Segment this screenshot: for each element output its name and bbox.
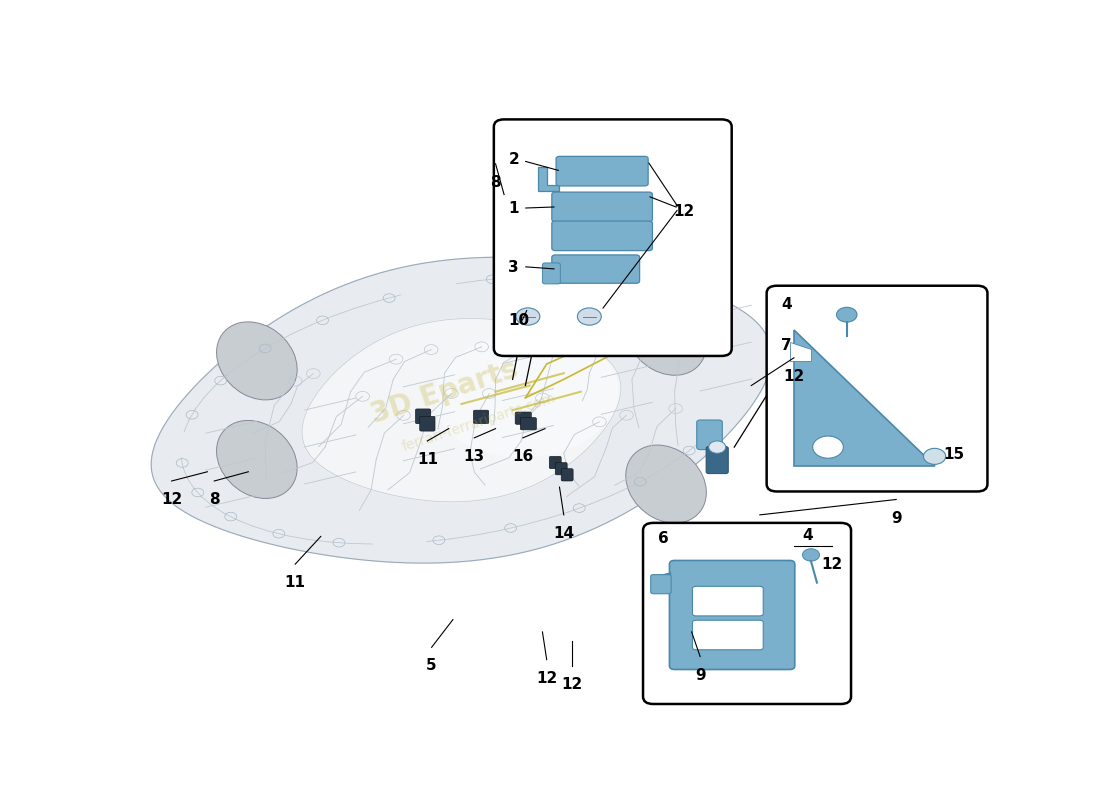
Text: 13: 13	[464, 449, 485, 464]
FancyBboxPatch shape	[515, 412, 531, 424]
FancyBboxPatch shape	[644, 523, 851, 704]
Text: 9: 9	[695, 668, 705, 682]
FancyBboxPatch shape	[549, 456, 561, 469]
FancyBboxPatch shape	[520, 418, 537, 430]
Text: 9: 9	[891, 510, 902, 526]
FancyBboxPatch shape	[706, 446, 728, 474]
Text: 12: 12	[822, 557, 843, 572]
Text: 16: 16	[513, 449, 534, 464]
Circle shape	[836, 307, 857, 322]
Text: 10: 10	[508, 313, 529, 328]
FancyBboxPatch shape	[494, 119, 732, 356]
Text: 11: 11	[285, 575, 306, 590]
Text: 3D Eparts: 3D Eparts	[367, 354, 521, 429]
FancyBboxPatch shape	[552, 192, 652, 222]
Polygon shape	[538, 167, 560, 191]
Circle shape	[578, 308, 602, 325]
Text: 3: 3	[508, 259, 519, 274]
Text: 12: 12	[783, 369, 804, 384]
FancyBboxPatch shape	[416, 409, 431, 424]
Text: 14: 14	[553, 526, 574, 541]
Text: 1: 1	[508, 201, 519, 216]
Text: 4: 4	[803, 527, 813, 542]
FancyBboxPatch shape	[767, 286, 988, 491]
FancyBboxPatch shape	[556, 462, 568, 475]
FancyBboxPatch shape	[670, 561, 795, 670]
Circle shape	[924, 448, 946, 464]
Polygon shape	[151, 258, 772, 563]
Text: 12: 12	[161, 492, 183, 507]
Text: 15: 15	[943, 447, 965, 462]
Text: 12: 12	[673, 204, 694, 219]
FancyBboxPatch shape	[552, 221, 652, 250]
FancyBboxPatch shape	[557, 156, 648, 186]
Text: ferrari-ferrariparts.com: ferrari-ferrariparts.com	[400, 391, 557, 454]
Text: 12: 12	[562, 677, 583, 692]
Text: 4: 4	[781, 297, 792, 311]
Text: 6: 6	[658, 530, 669, 546]
Text: 11: 11	[417, 452, 438, 467]
Circle shape	[813, 436, 844, 458]
FancyBboxPatch shape	[420, 416, 434, 431]
Ellipse shape	[217, 322, 297, 400]
Ellipse shape	[626, 445, 706, 523]
Polygon shape	[794, 330, 935, 466]
Text: 8: 8	[491, 175, 501, 190]
Circle shape	[708, 441, 726, 454]
FancyBboxPatch shape	[693, 620, 763, 650]
Text: 8: 8	[209, 492, 220, 507]
Text: 5: 5	[427, 658, 437, 674]
Polygon shape	[790, 342, 811, 361]
Text: 7: 7	[781, 338, 792, 353]
FancyBboxPatch shape	[693, 586, 763, 616]
Text: 12: 12	[536, 670, 558, 686]
FancyBboxPatch shape	[542, 263, 560, 284]
Ellipse shape	[626, 298, 706, 375]
Circle shape	[803, 549, 820, 561]
FancyBboxPatch shape	[552, 255, 639, 283]
Circle shape	[516, 308, 540, 325]
FancyBboxPatch shape	[696, 420, 723, 450]
Polygon shape	[434, 334, 618, 457]
Text: 2: 2	[508, 152, 519, 166]
Ellipse shape	[217, 421, 297, 498]
FancyBboxPatch shape	[473, 410, 488, 424]
Polygon shape	[302, 318, 620, 502]
FancyBboxPatch shape	[651, 574, 671, 594]
FancyBboxPatch shape	[561, 469, 573, 481]
